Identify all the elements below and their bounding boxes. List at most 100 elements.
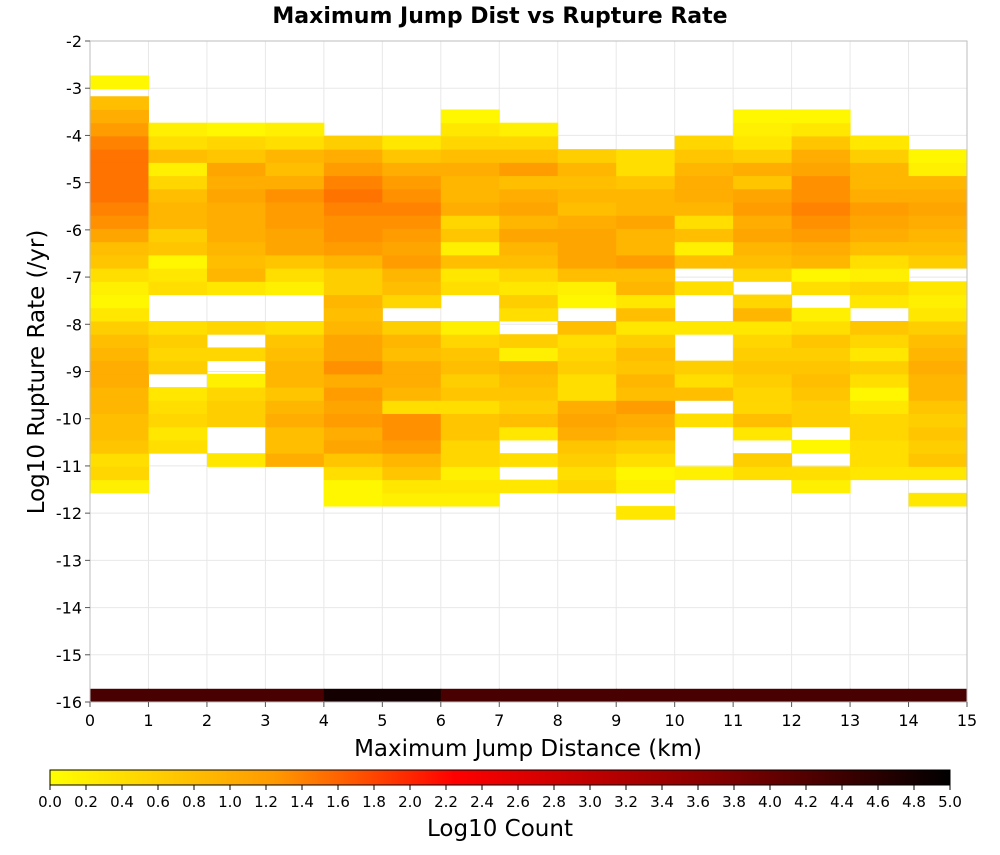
heatmap-cell [382, 413, 442, 428]
heatmap-total-cell [791, 688, 851, 702]
heatmap-cell [850, 135, 910, 150]
heatmap-cell [616, 175, 676, 190]
heatmap-cell [733, 135, 793, 150]
heatmap-cell [616, 360, 676, 375]
x-tick-label: 3 [260, 711, 270, 730]
colorbar-tick-label: 2.0 [398, 793, 422, 811]
heatmap-cell [791, 400, 851, 415]
heatmap-cell [616, 254, 676, 269]
heatmap-cell [908, 149, 968, 163]
heatmap-cell [440, 466, 500, 481]
colorbar-tick-label: 0.6 [146, 793, 170, 811]
heatmap-cell [499, 241, 559, 256]
heatmap-cell [265, 360, 325, 375]
heatmap-cell [206, 149, 266, 163]
y-tick-label: -3 [66, 79, 82, 98]
heatmap-cell [674, 149, 734, 163]
heatmap-cell [265, 426, 325, 441]
heatmap-cell [733, 320, 793, 335]
heatmap-cell [616, 241, 676, 256]
heatmap-cell [323, 320, 383, 335]
y-tick-label: -8 [66, 315, 82, 334]
colorbar-tick-label: 4.4 [830, 793, 854, 811]
heatmap-cell [908, 400, 968, 415]
heatmap-cell [850, 320, 910, 335]
heatmap-cell [616, 506, 676, 520]
heatmap-cell [148, 413, 208, 428]
heatmap-cell [148, 228, 208, 243]
heatmap-cell [265, 439, 325, 454]
colorbar-tick-label: 1.6 [326, 793, 350, 811]
heatmap-cell [733, 413, 793, 428]
heatmap-cell [791, 479, 851, 494]
heatmap-cell [791, 413, 851, 428]
heatmap-cell [499, 122, 559, 137]
heatmap-cell [850, 347, 910, 362]
heatmap-cell [733, 334, 793, 348]
heatmap-cell [616, 334, 676, 348]
heatmap-cell [908, 254, 968, 269]
heatmap-cell [674, 241, 734, 256]
heatmap-cell [382, 453, 442, 467]
heatmap-cell [323, 466, 383, 481]
heatmap-cell [791, 254, 851, 269]
heatmap-cell [557, 188, 617, 203]
heatmap-cell [733, 426, 793, 441]
heatmap-cell [557, 162, 617, 177]
heatmap-cell [733, 109, 793, 124]
heatmap-cell [499, 453, 559, 467]
heatmap-cell [440, 281, 500, 296]
heatmap-cell [499, 294, 559, 309]
heatmap-cell [265, 122, 325, 137]
heatmap-cell [850, 215, 910, 229]
heatmap-cell [616, 215, 676, 229]
heatmap-cell [557, 149, 617, 163]
heatmap-cell [148, 175, 208, 190]
heatmap-cell [323, 135, 383, 150]
heatmap-cell [557, 347, 617, 362]
heatmap-cell [265, 135, 325, 150]
heatmap-cell [206, 254, 266, 269]
heatmap-cell [440, 492, 500, 507]
heatmap-total-cell [499, 688, 559, 702]
heatmap-cell [850, 268, 910, 282]
y-tick-label: -14 [56, 599, 82, 618]
heatmap-cell [557, 413, 617, 428]
heatmap-cell [616, 281, 676, 296]
heatmap-cell [323, 426, 383, 441]
heatmap-cell [674, 360, 734, 375]
heatmap-cell [850, 334, 910, 348]
heatmap-cell [440, 439, 500, 454]
heatmap-total-cell [674, 688, 734, 702]
heatmap-cell [499, 188, 559, 203]
heatmap-total-cell [850, 688, 910, 702]
heatmap-cell [557, 241, 617, 256]
heatmap-cell [850, 149, 910, 163]
heatmap-cell [148, 320, 208, 335]
heatmap-cell [265, 387, 325, 401]
heatmap-cell [440, 175, 500, 190]
heatmap-cell [850, 453, 910, 467]
heatmap-cell [265, 373, 325, 388]
colorbar-tick-label: 0.0 [38, 793, 62, 811]
heatmap-cell [557, 320, 617, 335]
heatmap-cell [499, 400, 559, 415]
heatmap-cell [908, 373, 968, 388]
heatmap-cell [265, 162, 325, 177]
y-tick-label: -15 [56, 646, 82, 665]
heatmap-cell [323, 254, 383, 269]
colorbar [49, 769, 951, 786]
heatmap-cell [791, 320, 851, 335]
heatmap-cell [908, 320, 968, 335]
heatmap-total-cell [557, 688, 617, 702]
heatmap-cell [90, 439, 149, 454]
heatmap-cell [791, 122, 851, 137]
heatmap-cell [791, 466, 851, 481]
heatmap-cell [206, 228, 266, 243]
heatmap-total-cell [90, 688, 149, 702]
heatmap-cell [206, 320, 266, 335]
heatmap-cell [616, 466, 676, 481]
heatmap-cell [616, 426, 676, 441]
heatmap-cell [440, 122, 500, 137]
